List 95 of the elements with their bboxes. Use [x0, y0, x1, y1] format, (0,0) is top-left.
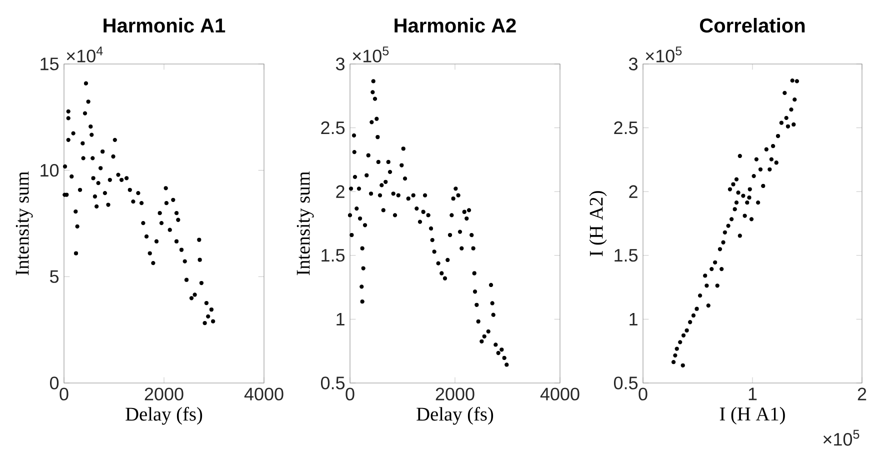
y-tick-label: 3: [336, 58, 345, 70]
point: [761, 184, 766, 188]
point: [784, 116, 788, 120]
y-axis-title: I (H A2): [589, 191, 607, 256]
x-tick-label: 2: [858, 388, 866, 400]
point: [710, 266, 714, 272]
y-axis-title: Intensity sum: [296, 171, 314, 276]
point: [768, 167, 772, 172]
point: [703, 274, 708, 278]
y-tick-label: 2: [336, 185, 344, 198]
y-tick-label: 1: [630, 313, 638, 326]
point: [794, 79, 800, 84]
y-tick-label: 2.5: [321, 121, 345, 134]
chart-title: Correlation: [700, 18, 805, 33]
y-tick-label: 0.5: [320, 376, 345, 390]
text: ×10$^{4}$: [66, 46, 103, 62]
point: [671, 360, 676, 364]
point: [771, 144, 776, 148]
text: ×10$^{5}$: [352, 46, 389, 62]
y-axis-title: Intensity sum: [16, 171, 33, 276]
point: [786, 124, 790, 128]
point: [730, 217, 734, 222]
point: [774, 160, 778, 165]
point: [741, 194, 746, 198]
point: [678, 340, 682, 344]
point: [704, 284, 709, 288]
point: [680, 363, 685, 368]
y-tick-label: 1.5: [322, 249, 345, 262]
point: [736, 190, 740, 195]
y-tick-label: 1: [336, 313, 344, 326]
point: [673, 353, 678, 358]
point: [738, 234, 742, 238]
point: [694, 306, 699, 311]
point: [738, 154, 742, 158]
y-tick-label: 2.5: [614, 121, 638, 134]
point: [790, 78, 794, 83]
point: [728, 187, 732, 192]
x-tick-label: 0: [60, 388, 68, 400]
y-tick-label: 0: [50, 376, 59, 390]
point: [792, 98, 797, 102]
point: [721, 240, 726, 244]
y-tick-label: 1.5: [614, 249, 638, 262]
point: [749, 217, 754, 222]
point: [688, 320, 692, 324]
x-tick-label: 2000: [144, 388, 184, 400]
point: [712, 260, 718, 264]
point: [718, 247, 722, 252]
point: [756, 200, 760, 205]
x-tick-label: 0: [638, 388, 648, 400]
point: [748, 187, 752, 192]
point: [782, 90, 787, 96]
chart-title: Harmonic A1: [104, 18, 226, 33]
x-axis-title: I (H A1): [720, 406, 785, 424]
x-tick-label: 1: [748, 388, 757, 400]
point: [706, 303, 710, 308]
point: [715, 284, 720, 288]
point: [789, 107, 794, 112]
text: ×10$^{5}$: [823, 430, 860, 446]
y-tick-label: 3: [628, 58, 638, 70]
point: [764, 147, 768, 152]
point: [747, 196, 752, 200]
point: [769, 157, 774, 162]
point: [698, 294, 702, 298]
y-tick-label: 0.5: [614, 376, 638, 390]
text: ×10$^{5}$: [646, 46, 682, 62]
y-tick-label: 5: [50, 270, 59, 283]
point: [734, 177, 739, 182]
x-tick-label: 2000: [436, 388, 474, 400]
point: [742, 214, 747, 218]
point: [752, 174, 756, 178]
x-tick-label: 4000: [244, 388, 284, 400]
x-tick-label: 4000: [540, 388, 580, 400]
point: [722, 230, 727, 234]
x-tick-label: 0: [346, 388, 354, 400]
y-tick-label: 2: [629, 185, 638, 198]
point: [732, 207, 737, 212]
point: [792, 122, 796, 127]
x-axis-title: Delay (fs): [126, 406, 202, 425]
point: [726, 224, 730, 228]
point: [681, 333, 686, 338]
point: [720, 266, 724, 272]
point: [776, 134, 780, 138]
point: [734, 200, 739, 205]
point: [745, 200, 750, 205]
y-tick-label: 15: [40, 58, 59, 70]
point: [779, 120, 784, 125]
point: [684, 328, 689, 332]
point: [731, 182, 736, 186]
point: [758, 167, 763, 172]
point: [754, 157, 759, 162]
chart-title: Harmonic A2: [394, 18, 516, 33]
point: [674, 346, 679, 351]
point: [691, 313, 696, 318]
x-axis-title: Delay (fs): [416, 406, 494, 425]
y-tick-label: 10: [40, 164, 59, 177]
